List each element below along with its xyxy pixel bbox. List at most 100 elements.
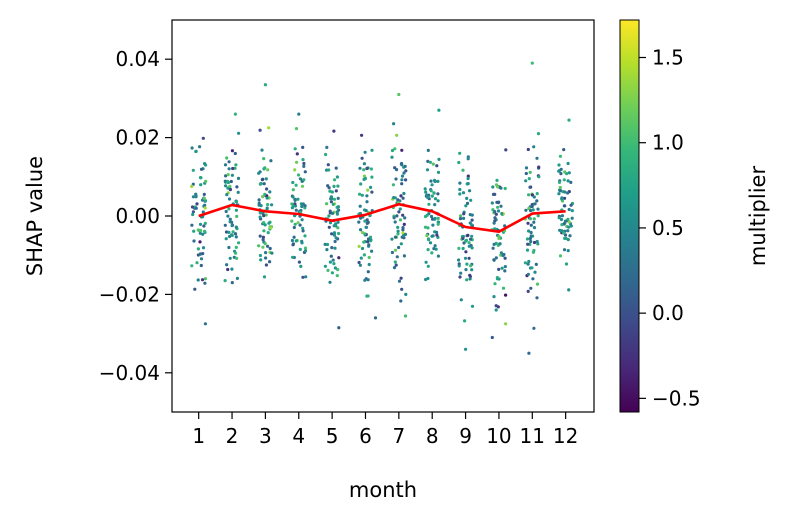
- scatter-point: [458, 181, 462, 185]
- scatter-point: [464, 238, 468, 242]
- scatter-point: [270, 203, 274, 207]
- scatter-point: [499, 204, 503, 208]
- scatter-point: [261, 245, 265, 249]
- scatter-point: [570, 216, 574, 220]
- scatter-point: [270, 251, 274, 255]
- scatter-point: [390, 237, 394, 241]
- scatter-point: [437, 108, 441, 112]
- scatter-point: [334, 166, 338, 170]
- scatter-point: [303, 246, 308, 250]
- scatter-point: [566, 191, 570, 195]
- scatter-point: [365, 218, 369, 222]
- scatter-point: [300, 204, 304, 209]
- scatter-point: [225, 156, 229, 160]
- scatter-point: [401, 196, 405, 200]
- scatter-point: [233, 151, 237, 156]
- scatter-point: [563, 170, 567, 174]
- scatter-point: [326, 163, 330, 167]
- scatter-point: [234, 208, 238, 212]
- scatter-point: [294, 183, 298, 187]
- scatter-point: [365, 194, 369, 198]
- scatter-point: [291, 255, 295, 259]
- y-tick-label: 0.04: [115, 47, 160, 71]
- scatter-point: [560, 196, 564, 200]
- scatter-point: [459, 298, 463, 302]
- scatter-point: [332, 184, 336, 188]
- y-tick-label: −0.04: [99, 361, 160, 385]
- scatter-point: [392, 266, 397, 270]
- scatter-point: [470, 304, 475, 308]
- scatter-point: [335, 175, 339, 179]
- scatter-point: [402, 171, 406, 175]
- scatter-point: [562, 148, 566, 152]
- scatter-point: [236, 190, 240, 194]
- scatter-point: [467, 256, 471, 260]
- scatter-point: [258, 170, 262, 174]
- scatter-point: [403, 216, 407, 220]
- scatter-point: [468, 189, 472, 193]
- scatter-point: [495, 185, 500, 189]
- scatter-point: [425, 234, 429, 238]
- scatter-point: [328, 209, 332, 213]
- scatter-point: [334, 189, 338, 193]
- scatter-point: [325, 248, 329, 252]
- scatter-point: [503, 265, 507, 269]
- scatter-point: [559, 229, 563, 233]
- scatter-point: [291, 195, 295, 199]
- scatter-point: [569, 180, 573, 184]
- scatter-point: [529, 230, 533, 235]
- scatter-point: [466, 174, 470, 178]
- scatter-point: [562, 178, 566, 182]
- scatter-point: [496, 209, 501, 213]
- scatter-point: [266, 168, 270, 172]
- scatter-point: [194, 206, 198, 210]
- scatter-point: [402, 191, 406, 196]
- scatter-point: [234, 225, 238, 229]
- scatter-point: [368, 235, 373, 239]
- scatter-point: [231, 166, 235, 171]
- scatter-point: [490, 201, 494, 205]
- scatter-point: [323, 264, 327, 268]
- scatter-point: [226, 267, 230, 272]
- scatter-point: [269, 159, 273, 163]
- scatter-point: [191, 210, 195, 214]
- scatter-point: [532, 195, 536, 199]
- scatter-point: [394, 263, 398, 267]
- scatter-point: [299, 264, 303, 268]
- scatter-point: [233, 166, 237, 170]
- scatter-point: [332, 129, 336, 133]
- scatter-point: [327, 225, 331, 229]
- scatter-point: [264, 263, 268, 267]
- scatter-point: [267, 126, 271, 130]
- scatter-point: [491, 185, 495, 189]
- scatter-point: [291, 180, 295, 185]
- scatter-point: [292, 204, 296, 208]
- scatter-point: [201, 136, 205, 140]
- scatter-point: [533, 270, 537, 274]
- scatter-point: [429, 189, 433, 193]
- scatter-point: [328, 280, 332, 284]
- scatter-point: [466, 176, 470, 181]
- scatter-point: [393, 220, 397, 224]
- scatter-point: [203, 221, 207, 225]
- scatter-point: [336, 268, 340, 272]
- scatter-point: [224, 184, 228, 188]
- scatter-point: [528, 170, 532, 174]
- scatter-point: [426, 195, 430, 199]
- scatter-point: [223, 279, 227, 283]
- scatter-point: [404, 178, 408, 182]
- x-tick-label: 11: [520, 424, 545, 448]
- scatter-point: [534, 262, 538, 266]
- scatter-point: [530, 193, 535, 197]
- scatter-point: [436, 254, 440, 258]
- scatter-point: [265, 206, 269, 210]
- scatter-point: [461, 168, 465, 172]
- scatter-point: [457, 246, 461, 250]
- scatter-point: [527, 193, 531, 197]
- scatter-point: [557, 163, 561, 167]
- colorbar-tick-label: −0.5: [652, 386, 701, 410]
- scatter-point: [360, 230, 364, 235]
- scatter-point: [494, 308, 498, 312]
- scatter-point: [562, 204, 567, 208]
- scatter-point: [261, 238, 265, 242]
